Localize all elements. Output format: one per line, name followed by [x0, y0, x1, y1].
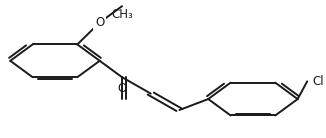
Text: Cl: Cl — [312, 75, 324, 88]
Text: O: O — [117, 82, 127, 95]
Text: CH₃: CH₃ — [111, 8, 133, 21]
Text: O: O — [95, 16, 104, 29]
